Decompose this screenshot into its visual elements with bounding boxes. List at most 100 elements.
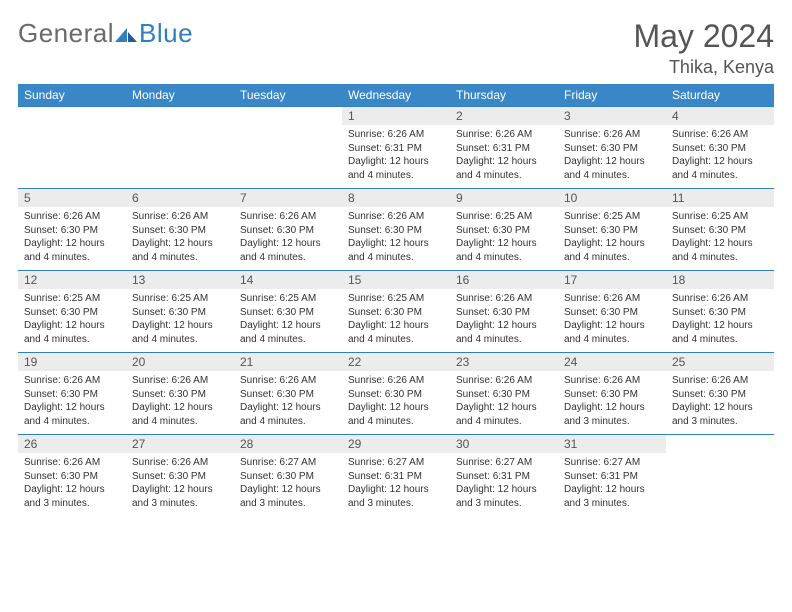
day-line: Sunrise: 6:26 AM [348,374,444,388]
day-line: Sunset: 6:31 PM [564,470,660,484]
calendar-cell [234,107,342,189]
calendar-cell: 18Sunrise: 6:26 AMSunset: 6:30 PMDayligh… [666,271,774,353]
day-line: Sunset: 6:30 PM [240,388,336,402]
day-body: Sunrise: 6:26 AMSunset: 6:30 PMDaylight:… [342,207,450,270]
day-number: 1 [342,107,450,125]
day-line: Sunrise: 6:27 AM [348,456,444,470]
day-number: 28 [234,435,342,453]
weekday-row: SundayMondayTuesdayWednesdayThursdayFrid… [18,84,774,107]
brand-part1: General [18,18,114,49]
day-body: Sunrise: 6:27 AMSunset: 6:31 PMDaylight:… [558,453,666,516]
day-line: Sunset: 6:30 PM [24,224,120,238]
calendar-row: 1Sunrise: 6:26 AMSunset: 6:31 PMDaylight… [18,107,774,189]
calendar-cell: 7Sunrise: 6:26 AMSunset: 6:30 PMDaylight… [234,189,342,271]
day-body: Sunrise: 6:26 AMSunset: 6:30 PMDaylight:… [18,371,126,434]
day-number: 9 [450,189,558,207]
day-line: Sunset: 6:30 PM [240,306,336,320]
calendar-row: 19Sunrise: 6:26 AMSunset: 6:30 PMDayligh… [18,353,774,435]
day-line: Daylight: 12 hours and 4 minutes. [456,155,552,182]
weekday-header: Saturday [666,84,774,107]
day-line: Daylight: 12 hours and 4 minutes. [24,319,120,346]
calendar-cell: 29Sunrise: 6:27 AMSunset: 6:31 PMDayligh… [342,435,450,517]
day-number: 11 [666,189,774,207]
day-number: 31 [558,435,666,453]
day-line: Sunset: 6:30 PM [240,224,336,238]
day-line: Daylight: 12 hours and 3 minutes. [348,483,444,510]
day-line: Daylight: 12 hours and 4 minutes. [132,319,228,346]
day-number: 26 [18,435,126,453]
calendar-cell: 21Sunrise: 6:26 AMSunset: 6:30 PMDayligh… [234,353,342,435]
calendar-row: 12Sunrise: 6:25 AMSunset: 6:30 PMDayligh… [18,271,774,353]
day-line: Sunset: 6:30 PM [348,388,444,402]
day-body: Sunrise: 6:26 AMSunset: 6:30 PMDaylight:… [450,371,558,434]
day-line: Sunset: 6:30 PM [24,470,120,484]
calendar-row: 5Sunrise: 6:26 AMSunset: 6:30 PMDaylight… [18,189,774,271]
day-number: 12 [18,271,126,289]
day-line: Sunset: 6:30 PM [132,224,228,238]
day-number: 22 [342,353,450,371]
day-body: Sunrise: 6:25 AMSunset: 6:30 PMDaylight:… [558,207,666,270]
day-line: Sunrise: 6:25 AM [564,210,660,224]
calendar-cell: 30Sunrise: 6:27 AMSunset: 6:31 PMDayligh… [450,435,558,517]
calendar-cell: 5Sunrise: 6:26 AMSunset: 6:30 PMDaylight… [18,189,126,271]
day-body: Sunrise: 6:26 AMSunset: 6:30 PMDaylight:… [126,371,234,434]
day-line: Sunrise: 6:26 AM [348,128,444,142]
day-number: 20 [126,353,234,371]
day-line: Daylight: 12 hours and 4 minutes. [348,319,444,346]
day-body: Sunrise: 6:26 AMSunset: 6:30 PMDaylight:… [18,207,126,270]
day-body: Sunrise: 6:26 AMSunset: 6:30 PMDaylight:… [558,125,666,188]
day-line: Sunset: 6:30 PM [24,388,120,402]
location-label: Thika, Kenya [633,57,774,78]
calendar-cell: 13Sunrise: 6:25 AMSunset: 6:30 PMDayligh… [126,271,234,353]
day-line: Daylight: 12 hours and 4 minutes. [24,401,120,428]
day-body: Sunrise: 6:25 AMSunset: 6:30 PMDaylight:… [234,289,342,352]
day-line: Sunset: 6:30 PM [564,142,660,156]
day-line: Sunrise: 6:26 AM [456,374,552,388]
day-line: Sunset: 6:31 PM [456,142,552,156]
day-line: Daylight: 12 hours and 4 minutes. [456,237,552,264]
weekday-header: Sunday [18,84,126,107]
day-body: Sunrise: 6:26 AMSunset: 6:31 PMDaylight:… [342,125,450,188]
day-body: Sunrise: 6:26 AMSunset: 6:30 PMDaylight:… [126,453,234,516]
day-line: Sunset: 6:30 PM [132,388,228,402]
day-line: Sunset: 6:30 PM [672,224,768,238]
day-line: Sunrise: 6:26 AM [564,374,660,388]
day-line: Sunset: 6:30 PM [132,470,228,484]
calendar-cell: 11Sunrise: 6:25 AMSunset: 6:30 PMDayligh… [666,189,774,271]
calendar-cell: 31Sunrise: 6:27 AMSunset: 6:31 PMDayligh… [558,435,666,517]
day-line: Sunset: 6:30 PM [348,306,444,320]
day-line: Sunset: 6:31 PM [456,470,552,484]
calendar-cell: 3Sunrise: 6:26 AMSunset: 6:30 PMDaylight… [558,107,666,189]
day-line: Sunrise: 6:26 AM [456,292,552,306]
day-line: Sunrise: 6:26 AM [132,456,228,470]
day-line: Daylight: 12 hours and 4 minutes. [240,401,336,428]
calendar-cell: 25Sunrise: 6:26 AMSunset: 6:30 PMDayligh… [666,353,774,435]
day-line: Daylight: 12 hours and 3 minutes. [24,483,120,510]
day-number: 19 [18,353,126,371]
day-line: Sunset: 6:30 PM [456,388,552,402]
calendar-cell: 19Sunrise: 6:26 AMSunset: 6:30 PMDayligh… [18,353,126,435]
day-line: Sunrise: 6:25 AM [456,210,552,224]
day-line: Sunrise: 6:27 AM [240,456,336,470]
day-line: Daylight: 12 hours and 4 minutes. [24,237,120,264]
day-line: Daylight: 12 hours and 4 minutes. [564,319,660,346]
day-line: Sunrise: 6:26 AM [24,210,120,224]
day-line: Daylight: 12 hours and 4 minutes. [564,237,660,264]
weekday-header: Wednesday [342,84,450,107]
day-body [18,111,126,167]
day-line: Sunrise: 6:26 AM [24,374,120,388]
day-body: Sunrise: 6:26 AMSunset: 6:30 PMDaylight:… [666,371,774,434]
day-line: Sunset: 6:30 PM [456,224,552,238]
day-line: Daylight: 12 hours and 4 minutes. [672,155,768,182]
day-line: Sunset: 6:30 PM [564,306,660,320]
calendar-cell: 14Sunrise: 6:25 AMSunset: 6:30 PMDayligh… [234,271,342,353]
calendar-cell: 26Sunrise: 6:26 AMSunset: 6:30 PMDayligh… [18,435,126,517]
day-number: 16 [450,271,558,289]
day-body: Sunrise: 6:26 AMSunset: 6:30 PMDaylight:… [558,371,666,434]
day-line: Sunrise: 6:25 AM [348,292,444,306]
day-body: Sunrise: 6:27 AMSunset: 6:30 PMDaylight:… [234,453,342,516]
calendar-cell: 24Sunrise: 6:26 AMSunset: 6:30 PMDayligh… [558,353,666,435]
day-line: Daylight: 12 hours and 4 minutes. [132,401,228,428]
calendar-row: 26Sunrise: 6:26 AMSunset: 6:30 PMDayligh… [18,435,774,517]
day-body [126,111,234,167]
